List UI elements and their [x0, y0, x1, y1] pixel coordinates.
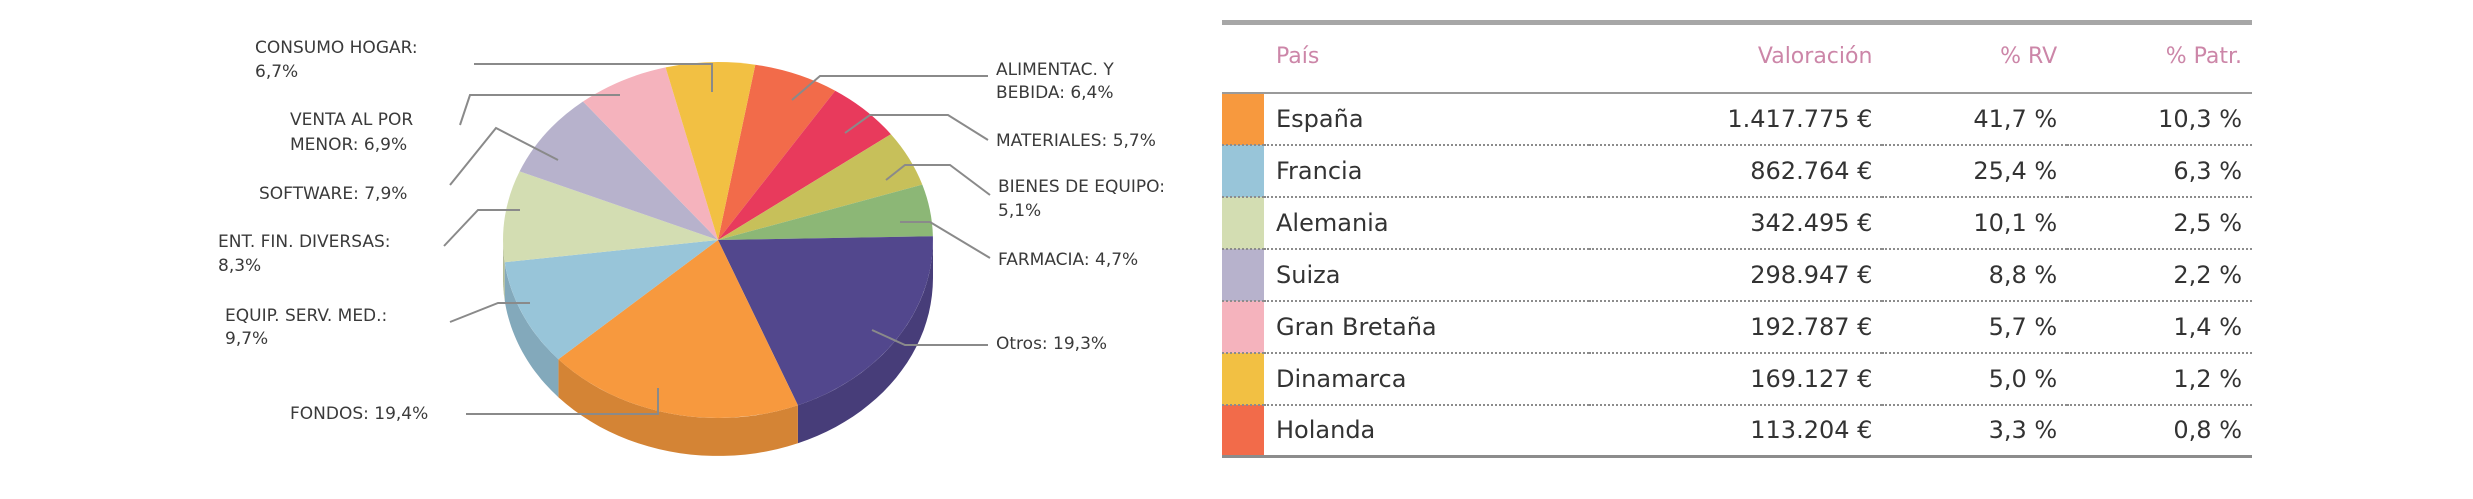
leader-lines	[443, 63, 991, 415]
pie-slice-materiales	[718, 90, 891, 240]
leader-line-farmacia	[900, 221, 991, 259]
row-patr: 6,3 %	[2173, 156, 2242, 185]
slice-labels: ALIMENTAC. Y BEBIDA: 6,4% MATERIALES: 5,7%…	[218, 38, 1165, 424]
row-valoracion: 342.495 €	[1750, 208, 1873, 237]
slice-label-software: SOFTWARE: 7,9%	[259, 184, 407, 204]
slice-label-bienes-de-equipo: BIENES DE EQUIPO: 5,1%	[998, 177, 1165, 221]
row-pais: Suiza	[1276, 260, 1341, 289]
row-pais: Francia	[1276, 156, 1363, 185]
row-pais: Alemania	[1276, 208, 1389, 237]
leader-line-ent-fin-diversas	[443, 209, 520, 247]
row-patr: 0,8 %	[2173, 416, 2242, 445]
row-color-swatch	[1222, 352, 1264, 405]
country-table-grid: País Valoración % RV % Patr. España 1.417…	[1222, 20, 2252, 458]
slice-label-farmacia: FARMACIA: 4,7%	[998, 250, 1138, 270]
row-patr: 2,2 %	[2173, 260, 2242, 289]
row-rv: 10,1 %	[1973, 208, 2058, 237]
row-pais: Holanda	[1276, 416, 1376, 445]
row-patr: 1,4 %	[2173, 312, 2242, 341]
pie-chart-svg: ALIMENTAC. Y BEBIDA: 6,4% MATERIALES: 5,7%…	[218, 38, 1165, 456]
row-patr: 10,3 %	[2158, 104, 2242, 133]
row-valoracion: 192.787 €	[1750, 312, 1873, 341]
slice-label-consumo-hogar: CONSUMO HOGAR: 6,7%	[255, 38, 418, 82]
row-rv: 25,4 %	[1973, 156, 2058, 185]
pie-slice-consumo-hogar	[665, 62, 756, 241]
row-rv: 8,8 %	[1988, 260, 2058, 289]
sector-pie-chart: ALIMENTAC. Y BEBIDA: 6,4% MATERIALES: 5,7%…	[0, 0, 1200, 499]
row-valoracion: 1.417.775 €	[1727, 104, 1873, 133]
leader-line-venta-al-por-menor	[459, 94, 620, 126]
pie-slice-alimentac-y-bebida	[718, 64, 836, 240]
slice-label-ent-fin-diversas: ENT. FIN. DIVERSAS: 8,3%	[218, 232, 391, 276]
header-pais: País	[1276, 43, 1320, 69]
slice-label-fondos: FONDOS: 19,4%	[290, 404, 428, 424]
row-color-swatch	[1222, 92, 1264, 145]
row-valoracion: 862.764 €	[1750, 156, 1873, 185]
row-valoracion: 113.204 €	[1750, 416, 1873, 445]
table-row: Dinamarca 169.127 € 5,0 % 1,2 %	[1222, 352, 2252, 405]
slice-label-venta-al-por-menor: VENTA AL POR MENOR: 6,9%	[290, 110, 413, 155]
row-color-swatch	[1222, 248, 1264, 301]
pie-slice-farmacia	[718, 184, 933, 240]
slice-label-otros: Otros: 19,3%	[996, 334, 1107, 354]
pie-side-equip-serv-med	[504, 262, 559, 398]
table-row: Francia 862.764 € 25,4 % 6,3 %	[1222, 144, 2252, 197]
leader-line-bienes-de-equipo	[885, 164, 991, 196]
table-row: España 1.417.775 € 41,7 % 10,3 %	[1222, 92, 2252, 145]
table-header-row: País Valoración % RV % Patr.	[1222, 22, 2252, 93]
leader-line-alimentac-y-bebida	[791, 75, 988, 101]
table-row: Alemania 342.495 € 10,1 % 2,5 %	[1222, 196, 2252, 249]
leader-line-equip-serv-med	[449, 302, 530, 323]
row-rv: 5,0 %	[1988, 364, 2058, 393]
leader-line-materiales	[844, 114, 989, 141]
pie-slice-software	[519, 101, 718, 240]
row-valoracion: 169.127 €	[1750, 364, 1873, 393]
country-table: País Valoración % RV % Patr. España 1.417…	[1222, 20, 2252, 458]
slice-label-materiales: MATERIALES: 5,7%	[996, 131, 1156, 151]
header-patr: % Patr.	[2165, 43, 2242, 69]
row-pais: Gran Bretaña	[1276, 312, 1437, 341]
pie-slice-equip-serv-med	[504, 240, 718, 360]
slice-label-equip-serv-med: EQUIP. SERV. MED.: 9,7%	[225, 306, 387, 349]
row-color-swatch	[1222, 300, 1264, 353]
pie-side-ent-fin-diversas	[503, 240, 505, 301]
leader-line-software	[449, 126, 559, 186]
row-color-swatch	[1222, 196, 1264, 249]
row-patr: 2,5 %	[2173, 208, 2242, 237]
row-rv: 3,3 %	[1988, 416, 2058, 445]
table-row: Gran Bretaña 192.787 € 5,7 % 1,4 %	[1222, 300, 2252, 353]
row-color-swatch	[1222, 404, 1264, 457]
header-valoracion: Valoración	[1757, 43, 1873, 69]
row-rv: 5,7 %	[1988, 312, 2058, 341]
table-body: España 1.417.775 € 41,7 % 10,3 % Francia 862.…	[1222, 92, 2252, 457]
pie-slice-ent-fin-diversas	[503, 171, 718, 263]
pie-slice-venta-al-por-menor	[583, 67, 718, 241]
slice-label-alimentac-y-bebida: ALIMENTAC. Y BEBIDA: 6,4%	[996, 60, 1114, 103]
pie-slices	[503, 62, 933, 456]
pie-slice-bienes-de-equipo	[718, 134, 923, 240]
row-pais: Dinamarca	[1276, 364, 1407, 393]
table-row: Holanda 113.204 € 3,3 % 0,8 %	[1222, 404, 2252, 457]
table-row: Suiza 298.947 € 8,8 % 2,2 %	[1222, 248, 2252, 301]
leader-line-fondos	[466, 388, 659, 415]
row-patr: 1,2 %	[2173, 364, 2242, 393]
row-color-swatch	[1222, 144, 1264, 197]
pie-slice-fondos	[558, 240, 798, 418]
pie-side-fondos	[558, 359, 798, 456]
row-valoracion: 298.947 €	[1750, 260, 1873, 289]
pie-side-otros	[797, 240, 933, 444]
header-swatch-spacer	[1222, 23, 1264, 93]
row-pais: España	[1276, 104, 1364, 133]
leader-line-consumo-hogar	[474, 63, 713, 92]
row-rv: 41,7 %	[1973, 104, 2058, 133]
header-rv: % RV	[2000, 43, 2058, 69]
leader-line-otros	[871, 329, 988, 346]
pie-slice-otros	[718, 236, 933, 406]
